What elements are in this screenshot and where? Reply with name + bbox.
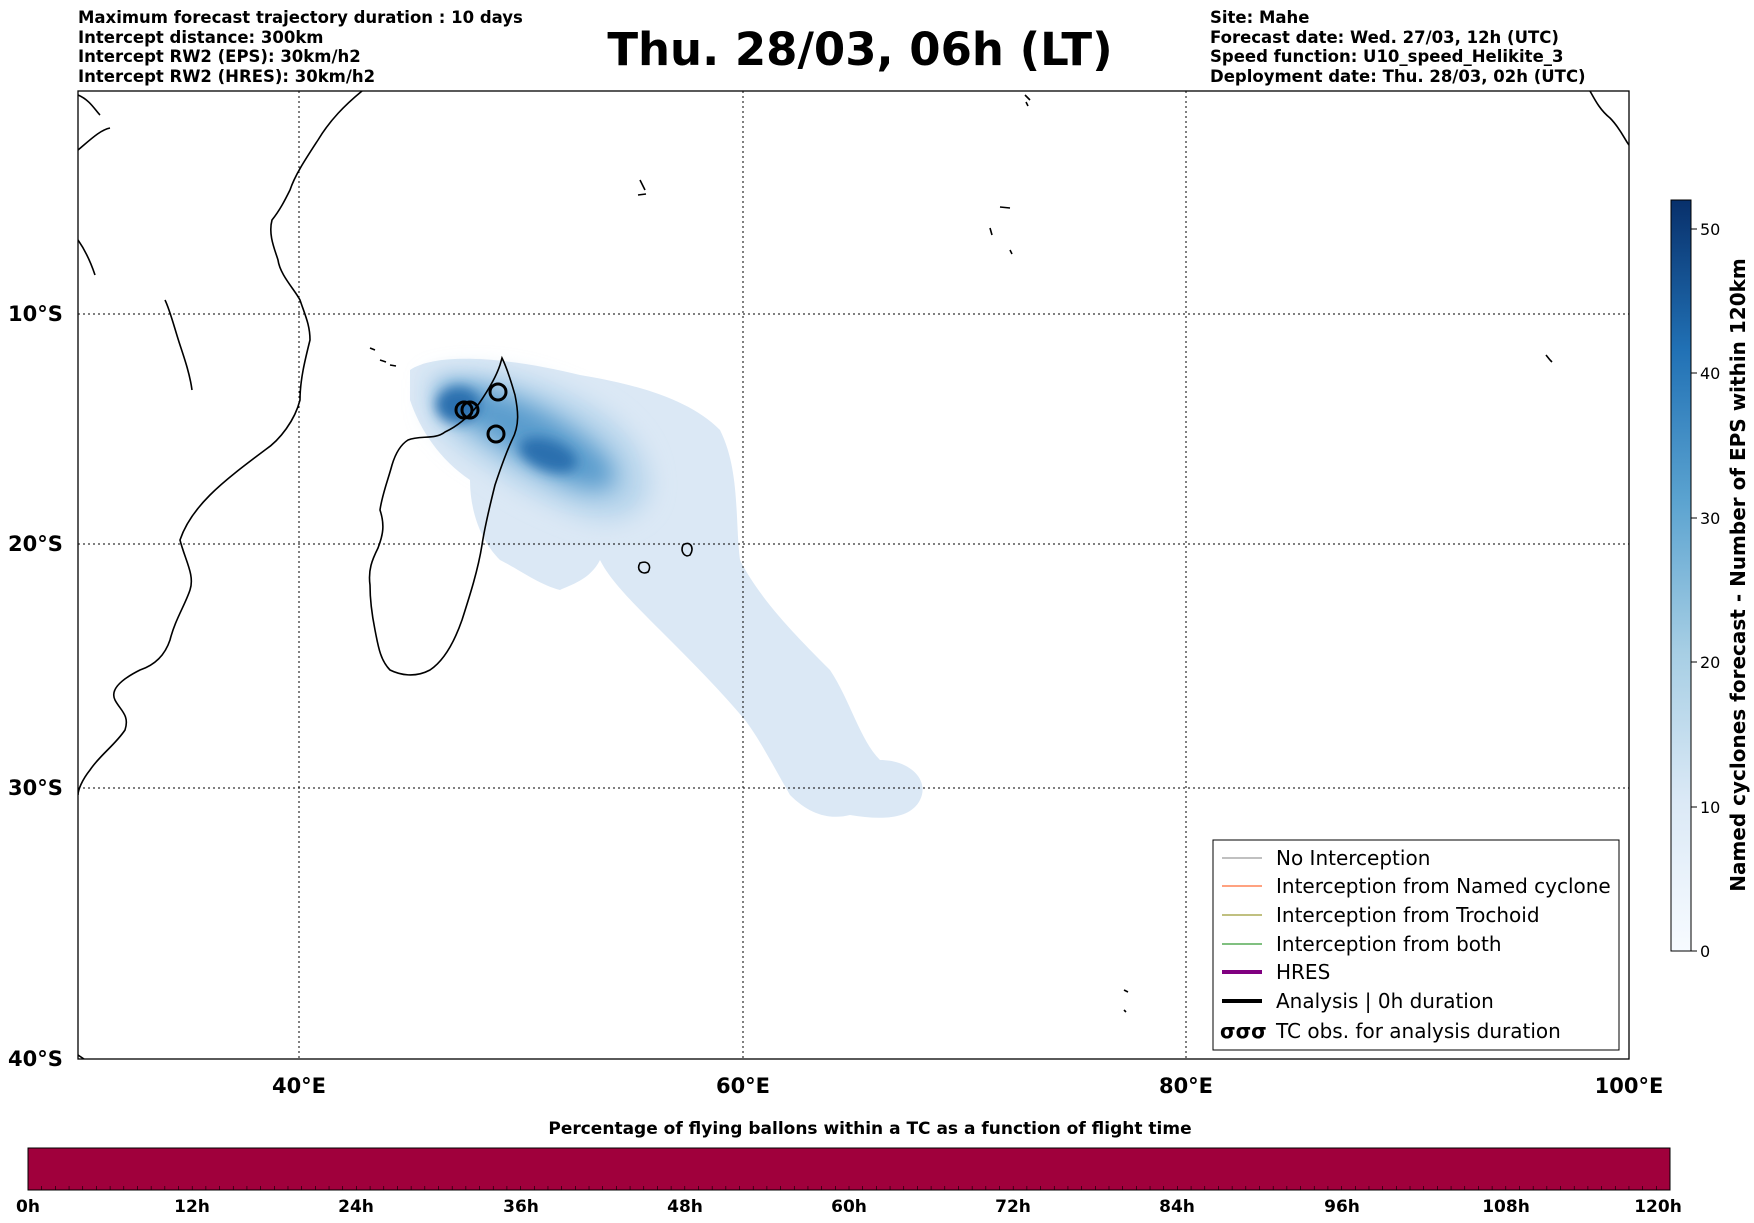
intercept-eps-text: Intercept RW2 (EPS): 30km/h2	[78, 47, 361, 66]
svg-text:60h: 60h	[831, 1197, 867, 1217]
colorbar-label: Named cyclones forecast - Number of EPS …	[1726, 258, 1750, 892]
svg-text:Analysis | 0h duration: Analysis | 0h duration	[1276, 989, 1494, 1013]
header-right-info: Site: Mahe Forecast date: Wed. 27/03, 12…	[1210, 8, 1586, 86]
flight-time-title: Percentage of flying ballons within a TC…	[548, 1119, 1191, 1139]
header-left-info: Maximum forecast trajectory duration : 1…	[78, 8, 523, 86]
flight-time-bar-fill	[27, 1147, 1671, 1191]
tc-obs-markers	[454, 382, 508, 444]
legend-item-hres: HRES	[1222, 960, 1330, 984]
site-text: Site: Mahe	[1210, 8, 1310, 27]
tc-obs-marker	[454, 400, 474, 420]
lat-tick-40s: 40°S	[8, 1047, 63, 1071]
svg-text:48h: 48h	[667, 1197, 703, 1217]
legend-item-both: Interception from both	[1222, 932, 1502, 956]
flight-time-bar: Percentage of flying ballons within a TC…	[16, 1119, 1682, 1217]
colorbar-ticks	[1691, 228, 1697, 952]
comoros-islands	[369, 347, 397, 367]
svg-text:96h: 96h	[1324, 1197, 1360, 1217]
cocos-islands	[1545, 354, 1553, 363]
speed-function-text: Speed function: U10_speed_Helikite_3	[1210, 47, 1564, 66]
svg-text:72h: 72h	[995, 1197, 1031, 1217]
lat-tick-10s: 10°S	[8, 302, 63, 326]
svg-text:20: 20	[1700, 653, 1720, 672]
lon-tick-100e: 100°E	[1595, 1074, 1664, 1098]
mauritius-island	[681, 542, 693, 557]
lat-tick-labels: 10°S 20°S 30°S 40°S	[8, 302, 63, 1071]
africa-coastline	[78, 91, 363, 796]
tc-obs-marker	[460, 400, 480, 420]
lon-tick-60e: 60°E	[716, 1074, 770, 1098]
intercept-hres-text: Intercept RW2 (HRES): 30km/h2	[78, 66, 376, 86]
svg-text:TC obs. for analysis duration: TC obs. for analysis duration	[1275, 1019, 1561, 1043]
colorbar: 0 10 20 30 40 50 Named cyclones forecast…	[1670, 199, 1750, 961]
sumatra-coast	[1589, 91, 1629, 146]
coastlines	[78, 91, 1629, 1059]
svg-text:Interception from Trochoid: Interception from Trochoid	[1276, 903, 1540, 927]
colorbar-tick-labels: 0 10 20 30 40 50	[1700, 220, 1720, 961]
colorbar-gradient	[1670, 199, 1692, 952]
svg-text:24h: 24h	[338, 1197, 374, 1217]
tc-obs-marker	[488, 382, 508, 402]
svg-text:120h: 120h	[1634, 1197, 1682, 1217]
legend: No Interception Interception from Named …	[1212, 839, 1620, 1051]
madagascar-coastline	[368, 355, 519, 676]
svg-text:Interception from both: Interception from both	[1276, 932, 1502, 956]
legend-item-named-cyclone: Interception from Named cyclone	[1222, 874, 1611, 898]
lake-tanganyika	[164, 299, 193, 391]
legend-item-tc-obs: σσσ TC obs. for analysis duration	[1220, 1019, 1561, 1043]
mozambique-coast-south	[78, 1054, 85, 1059]
legend-box	[1212, 839, 1620, 1051]
africa-coastline-north	[78, 127, 111, 151]
deployment-date-text: Deployment date: Thu. 28/03, 02h (UTC)	[1210, 66, 1586, 86]
svg-text:108h: 108h	[1482, 1197, 1530, 1217]
tc-obs-marker	[486, 424, 506, 444]
svg-text:No Interception: No Interception	[1276, 846, 1430, 870]
flight-time-tick-labels: 0h 12h 24h 36h 48h 60h 72h 84h 96h 108h …	[16, 1197, 1682, 1217]
lat-tick-30s: 30°S	[8, 776, 63, 800]
svg-text:30: 30	[1700, 509, 1720, 528]
svg-text:84h: 84h	[1159, 1197, 1195, 1217]
max-duration-text: Maximum forecast trajectory duration : 1…	[78, 8, 523, 27]
forecast-date-text: Forecast date: Wed. 27/03, 12h (UTC)	[1210, 27, 1559, 47]
legend-item-no-interception: No Interception	[1222, 846, 1430, 870]
lake-malawi	[78, 239, 96, 276]
gridlines	[78, 91, 1629, 1059]
map-border	[77, 90, 1630, 1060]
legend-item-trochoid: Interception from Trochoid	[1222, 903, 1540, 927]
svg-text:12h: 12h	[174, 1197, 210, 1217]
svg-text:0: 0	[1700, 942, 1710, 961]
flight-time-minor-ticks	[27, 1186, 1671, 1190]
intercept-distance-text: Intercept distance: 300km	[78, 27, 324, 47]
seychelles-islands	[637, 179, 647, 196]
lon-tick-80e: 80°E	[1159, 1074, 1213, 1098]
svg-text:40: 40	[1700, 364, 1720, 383]
lon-tick-40e: 40°E	[272, 1074, 326, 1098]
amsterdam-island	[1123, 989, 1129, 1013]
legend-item-analysis: Analysis | 0h duration	[1222, 989, 1494, 1013]
svg-text:0h: 0h	[16, 1197, 40, 1217]
maldives-islands	[1024, 94, 1031, 107]
svg-text:50: 50	[1700, 220, 1720, 239]
reunion-island	[637, 561, 651, 574]
svg-text:10: 10	[1700, 798, 1720, 817]
main-title: Thu. 28/03, 06h (LT)	[607, 23, 1113, 76]
svg-text:Interception from Named cyclon: Interception from Named cyclone	[1276, 874, 1611, 898]
tc-obs-symbol: σσσ	[1220, 1019, 1267, 1043]
svg-text:36h: 36h	[503, 1197, 539, 1217]
lake-victoria	[78, 94, 101, 116]
mascarene-islands	[989, 206, 1013, 255]
svg-text:HRES: HRES	[1276, 960, 1330, 984]
lon-tick-labels: 40°E 60°E 80°E 100°E	[272, 1074, 1663, 1098]
lat-tick-20s: 20°S	[8, 532, 63, 556]
